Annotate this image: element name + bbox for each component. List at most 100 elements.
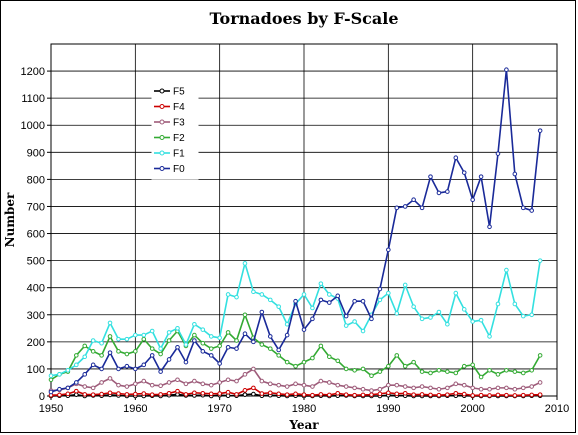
data-point <box>225 292 231 297</box>
data-point <box>453 290 459 296</box>
data-point <box>133 381 138 387</box>
data-point <box>470 393 475 398</box>
data-point <box>487 393 492 398</box>
data-point <box>470 362 475 368</box>
y-tick-label: 100 <box>27 364 45 376</box>
data-point <box>192 321 197 327</box>
grid <box>50 44 558 397</box>
data-point <box>74 362 79 368</box>
data-point <box>487 224 492 230</box>
data-point <box>242 388 248 393</box>
data-point <box>284 321 290 327</box>
legend-marker <box>159 119 165 125</box>
data-point <box>242 312 248 318</box>
data-point <box>293 363 298 369</box>
data-point <box>318 297 324 303</box>
data-point <box>267 346 273 351</box>
data-point <box>57 386 62 392</box>
data-point <box>259 292 265 297</box>
data-point <box>90 338 96 343</box>
data-point <box>116 366 121 372</box>
data-point <box>276 304 282 309</box>
data-point <box>99 366 104 372</box>
data-point <box>175 388 180 394</box>
data-point <box>284 359 290 365</box>
data-point <box>394 311 400 316</box>
series-line-f3 <box>50 368 541 392</box>
data-point <box>74 380 79 385</box>
y-axis-label: Number <box>3 192 17 247</box>
data-point <box>318 378 324 384</box>
data-point <box>133 349 138 354</box>
data-point <box>259 378 265 384</box>
data-point <box>352 367 357 373</box>
data-point <box>208 391 214 397</box>
data-point <box>529 312 535 318</box>
data-point <box>293 381 298 387</box>
data-point <box>487 367 492 373</box>
data-point <box>192 378 197 384</box>
data-point <box>529 367 535 373</box>
data-point <box>327 292 332 297</box>
data-point <box>284 332 290 338</box>
data-point <box>183 359 189 365</box>
data-point <box>428 174 433 179</box>
data-point <box>234 346 239 351</box>
data-point <box>242 372 248 377</box>
data-point <box>394 391 400 397</box>
legend-item-f2: F2 <box>154 133 185 144</box>
y-tick-label: 0 <box>39 391 45 403</box>
data-point <box>217 380 222 385</box>
data-point <box>520 313 526 319</box>
data-point <box>107 320 113 326</box>
data-point <box>225 389 231 395</box>
data-point <box>133 391 138 397</box>
data-point <box>141 336 147 342</box>
x-tick-label: 1990 <box>376 403 400 415</box>
series-f4 <box>48 385 543 398</box>
data-point <box>310 355 315 361</box>
data-point <box>107 376 113 381</box>
data-point <box>301 327 307 332</box>
data-point <box>65 367 71 373</box>
data-point <box>251 289 256 295</box>
data-point <box>504 267 509 273</box>
data-point <box>343 392 349 397</box>
data-point <box>453 370 459 376</box>
data-point <box>520 385 526 391</box>
data-point <box>310 305 315 311</box>
data-point <box>242 331 248 337</box>
data-point <box>48 373 54 378</box>
series-lines <box>48 67 543 399</box>
data-point <box>352 385 357 391</box>
data-point <box>419 316 425 322</box>
data-point <box>436 367 442 373</box>
data-point <box>301 382 307 388</box>
data-point <box>402 390 408 396</box>
data-point <box>301 292 307 297</box>
data-point <box>48 377 54 383</box>
data-point <box>436 392 442 398</box>
data-point <box>48 389 54 395</box>
data-point <box>352 392 357 398</box>
data-point <box>82 372 88 377</box>
data-point <box>149 346 155 351</box>
data-point <box>276 382 282 388</box>
data-point <box>377 297 383 303</box>
data-point <box>200 340 206 346</box>
data-point <box>343 323 349 328</box>
data-point <box>386 390 391 396</box>
series-f2 <box>48 312 543 383</box>
x-tick-label: 1980 <box>292 403 316 415</box>
legend-label: F3 <box>173 118 185 129</box>
data-point <box>166 330 172 335</box>
data-point <box>461 391 467 397</box>
data-point <box>141 391 147 396</box>
data-point <box>116 391 121 396</box>
data-point <box>411 359 416 365</box>
data-point <box>386 382 391 388</box>
data-point <box>158 369 163 374</box>
data-point <box>537 128 543 133</box>
legend-marker <box>159 135 165 140</box>
data-point <box>267 297 273 303</box>
